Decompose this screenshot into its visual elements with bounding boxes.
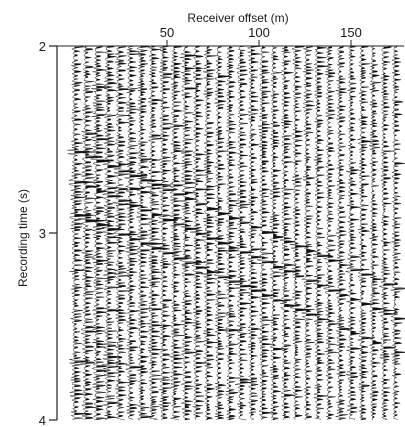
seismic-trace [223,45,248,421]
seismic-trace [234,45,258,421]
seismic-trace [145,45,171,421]
seismic-trace [136,45,164,421]
seismic-trace [377,45,398,421]
y-axis-ticks: 2 3 4 [39,39,57,427]
y-tick-label: 3 [39,226,46,241]
x-axis-title: Receiver offset (m) [187,11,288,25]
x-tick-label: 50 [160,25,174,40]
seismic-trace [178,45,206,421]
seismic-trace [77,45,108,421]
x-tick-label: 100 [248,25,270,40]
seismic-trace [90,45,115,421]
seismic-trace [335,45,352,421]
x-axis-ticks: 50100150200 [160,25,362,46]
seismic-trace [67,45,99,421]
seismic-trace [157,45,179,421]
seismic-trace [269,45,286,421]
seismic-trace [312,45,333,421]
seismic-trace [289,45,315,421]
x-tick-label: 150 [340,25,362,40]
seismic-trace [101,45,125,421]
y-tick-label: 2 [39,39,46,54]
y-axis-title: Recording time (s) [16,189,30,287]
seismic-trace [112,45,139,421]
seismic-trace [190,45,210,420]
seismic-trace [213,45,236,421]
seismic-trace [256,45,279,421]
y-tick-label: 4 [39,413,46,427]
seismic-trace [201,45,225,421]
seismic-trace [246,45,267,421]
seismic-trace [322,45,344,421]
seismic-trace [357,45,375,421]
seismic-trace [278,45,301,421]
seismic-trace [124,45,148,420]
seismic-trace [390,45,405,421]
seismic-trace [368,45,385,421]
seismic-trace [301,45,323,421]
seismic-trace [169,45,189,421]
seismic-trace [345,45,370,421]
seismic-traces [67,45,405,421]
